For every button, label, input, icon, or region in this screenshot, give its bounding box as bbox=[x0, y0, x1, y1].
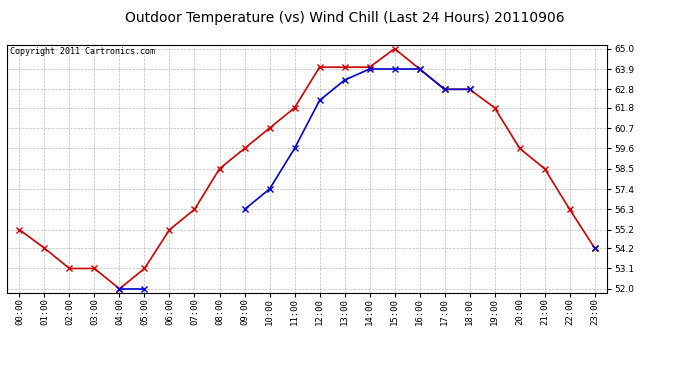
Text: Copyright 2011 Cartronics.com: Copyright 2011 Cartronics.com bbox=[10, 48, 155, 57]
Text: Outdoor Temperature (vs) Wind Chill (Last 24 Hours) 20110906: Outdoor Temperature (vs) Wind Chill (Las… bbox=[125, 11, 565, 25]
